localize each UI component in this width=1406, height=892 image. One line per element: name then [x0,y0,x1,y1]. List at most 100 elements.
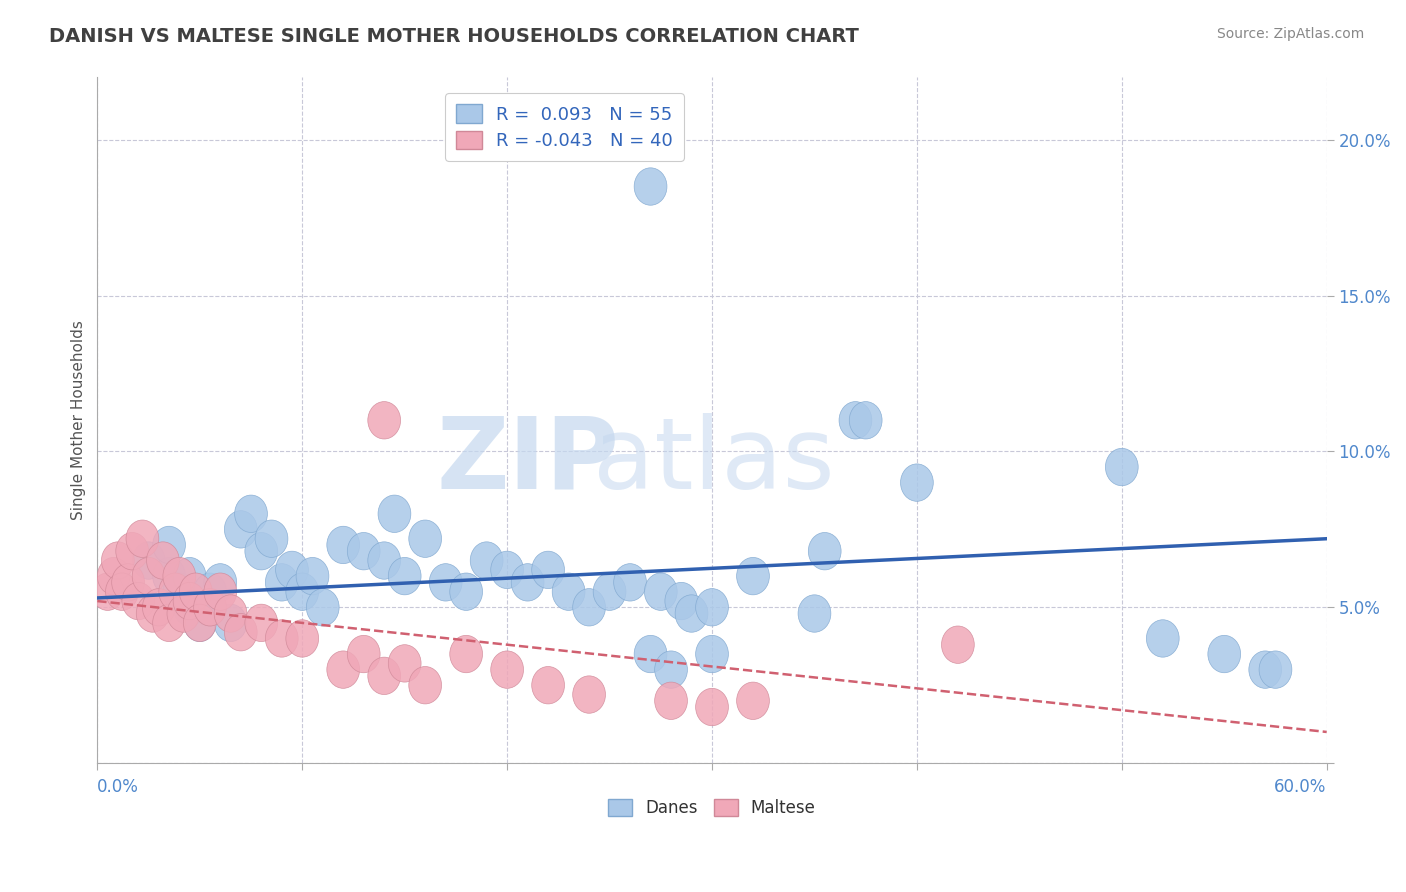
Text: DANISH VS MALTESE SINGLE MOTHER HOUSEHOLDS CORRELATION CHART: DANISH VS MALTESE SINGLE MOTHER HOUSEHOL… [49,27,859,45]
Ellipse shape [531,551,564,589]
Ellipse shape [235,495,267,533]
Ellipse shape [266,564,298,601]
Ellipse shape [900,464,934,501]
Ellipse shape [132,558,165,595]
Ellipse shape [942,626,974,664]
Ellipse shape [665,582,697,620]
Ellipse shape [297,558,329,595]
Ellipse shape [153,604,186,641]
Ellipse shape [122,582,155,620]
Ellipse shape [194,573,226,610]
Text: ZIP: ZIP [437,413,620,510]
Ellipse shape [634,168,666,205]
Ellipse shape [180,573,212,610]
Ellipse shape [163,558,195,595]
Ellipse shape [307,589,339,626]
Ellipse shape [194,589,226,626]
Text: atlas: atlas [593,413,835,510]
Ellipse shape [159,573,191,610]
Ellipse shape [347,533,380,570]
Text: 0.0%: 0.0% [97,778,139,797]
Ellipse shape [839,401,872,439]
Ellipse shape [1208,635,1240,673]
Ellipse shape [142,589,176,626]
Ellipse shape [173,589,205,626]
Ellipse shape [450,635,482,673]
Ellipse shape [634,635,666,673]
Ellipse shape [91,573,124,610]
Ellipse shape [254,520,288,558]
Ellipse shape [696,635,728,673]
Ellipse shape [204,573,236,610]
Ellipse shape [173,558,205,595]
Ellipse shape [1105,449,1139,486]
Ellipse shape [167,595,200,632]
Ellipse shape [572,676,606,714]
Ellipse shape [285,620,319,657]
Ellipse shape [146,541,180,579]
Ellipse shape [1260,651,1292,689]
Ellipse shape [696,589,728,626]
Ellipse shape [450,573,482,610]
Ellipse shape [531,666,564,704]
Ellipse shape [97,558,131,595]
Ellipse shape [204,564,236,601]
Ellipse shape [326,526,360,564]
Ellipse shape [127,520,159,558]
Ellipse shape [368,541,401,579]
Ellipse shape [613,564,647,601]
Legend: Danes, Maltese: Danes, Maltese [602,792,823,823]
Ellipse shape [409,666,441,704]
Ellipse shape [225,614,257,651]
Ellipse shape [799,595,831,632]
Ellipse shape [378,495,411,533]
Ellipse shape [111,564,145,601]
Ellipse shape [153,558,186,595]
Ellipse shape [593,573,626,610]
Ellipse shape [808,533,841,570]
Ellipse shape [214,595,247,632]
Ellipse shape [245,533,277,570]
Ellipse shape [132,541,165,579]
Ellipse shape [153,526,186,564]
Ellipse shape [388,645,420,682]
Ellipse shape [655,651,688,689]
Ellipse shape [194,589,226,626]
Ellipse shape [1146,620,1180,657]
Ellipse shape [553,573,585,610]
Ellipse shape [183,604,217,641]
Ellipse shape [163,573,195,610]
Ellipse shape [429,564,463,601]
Ellipse shape [491,651,523,689]
Y-axis label: Single Mother Households: Single Mother Households [72,320,86,520]
Ellipse shape [368,401,401,439]
Ellipse shape [276,551,308,589]
Ellipse shape [101,541,134,579]
Ellipse shape [572,589,606,626]
Ellipse shape [737,558,769,595]
Ellipse shape [285,573,319,610]
Ellipse shape [368,657,401,695]
Ellipse shape [491,551,523,589]
Ellipse shape [347,635,380,673]
Ellipse shape [136,595,169,632]
Ellipse shape [105,573,138,610]
Ellipse shape [737,682,769,720]
Ellipse shape [512,564,544,601]
Ellipse shape [696,689,728,726]
Ellipse shape [245,604,277,641]
Ellipse shape [1249,651,1282,689]
Ellipse shape [409,520,441,558]
Ellipse shape [655,682,688,720]
Text: 60.0%: 60.0% [1274,778,1327,797]
Ellipse shape [388,558,420,595]
Ellipse shape [675,595,709,632]
Ellipse shape [173,582,205,620]
Ellipse shape [470,541,503,579]
Text: Source: ZipAtlas.com: Source: ZipAtlas.com [1216,27,1364,41]
Ellipse shape [225,511,257,548]
Ellipse shape [214,604,247,641]
Ellipse shape [849,401,882,439]
Ellipse shape [115,533,149,570]
Ellipse shape [266,620,298,657]
